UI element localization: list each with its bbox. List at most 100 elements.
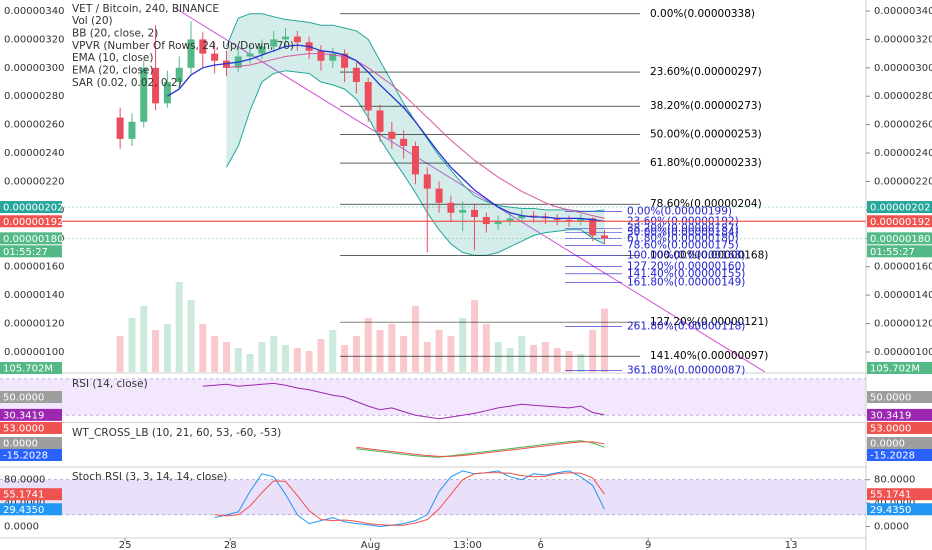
candle-body [211, 53, 219, 61]
volume-bar [199, 324, 207, 372]
price-badge [0, 201, 62, 214]
candle-body [152, 67, 160, 104]
candle-body [199, 39, 207, 54]
x-tick-label: 9 [645, 540, 651, 550]
candle-body [341, 53, 349, 68]
price-badge-label: 30.3419 [3, 410, 44, 421]
volume-bar [128, 318, 136, 372]
fib-label: 23.60%(0.00000297) [650, 66, 762, 78]
candle-body [494, 221, 502, 225]
right-axis-bg [866, 0, 932, 550]
countdown-label: 01:55:27 [3, 247, 48, 258]
volume-bar [553, 348, 561, 372]
legend-entry: VPVR (Number Of Rows, 24, Up/Down, 70) [72, 40, 294, 52]
price-badge [867, 503, 932, 516]
x-tick-label: 6 [537, 540, 543, 550]
volume-bar [305, 351, 313, 372]
y-tick-label: 0.00000120 [4, 319, 64, 330]
countdown-badge [0, 245, 62, 258]
price-badge-label: 0.00000202 [870, 203, 930, 214]
price-badge-label: 50.0000 [870, 393, 911, 404]
fib-label: 127.20%(0.00000121) [650, 316, 768, 328]
candle-body [282, 36, 290, 40]
y-tick-label: 0.00000140 [874, 290, 932, 301]
fib-label: 161.80%(0.00000149) [627, 276, 745, 288]
price-badge [0, 488, 62, 501]
fib-label: 61.80%(0.00000233) [650, 157, 762, 169]
volume-badge [867, 362, 932, 374]
pane-title: RSI (14, close) [72, 378, 148, 390]
price-badge [867, 215, 932, 228]
band-fill [0, 479, 866, 515]
volume-bar [234, 348, 242, 372]
y-tick-label: 0.00000240 [874, 148, 932, 159]
volume-bar [364, 318, 372, 372]
price-badge-label: 0.00000180 [3, 234, 63, 245]
candle-body [329, 53, 337, 61]
volume-badge-label: 105.702M [870, 364, 920, 375]
fib-label: 38.20%(0.00000273) [650, 100, 762, 112]
volume-bar [565, 351, 573, 372]
fib-label: 127.20%(0.00000160) [627, 261, 745, 273]
volume-bar [518, 336, 526, 372]
fib-label: 361.80%(0.00000087) [627, 364, 745, 376]
price-badge-label: 55.1741 [3, 490, 44, 501]
volume-bar [494, 342, 502, 372]
legend-entry: EMA (10, close) [72, 52, 154, 64]
fib-label: 78.60%(0.00000175) [627, 239, 739, 251]
fib-label: 61.80%(0.00000180) [627, 232, 739, 244]
fib-label: 50.00%(0.00000253) [650, 129, 762, 141]
price-badge [0, 391, 62, 404]
volume-bar [600, 308, 608, 372]
y-tick-label: 0.00000340 [4, 6, 64, 17]
y-tick-label: 0.00000220 [4, 176, 64, 187]
price-badge-label: 29.4350 [3, 505, 44, 516]
volume-bar [187, 300, 195, 372]
legend-entry: EMA (20, close) [72, 65, 154, 77]
volume-bar [411, 306, 419, 372]
trend-line [174, 7, 766, 373]
price-badge [867, 391, 932, 404]
volume-bar [435, 330, 443, 372]
legend-entry: Vol (20) [72, 15, 113, 27]
price-badge-label: 50.0000 [3, 393, 44, 404]
candle-body [364, 82, 372, 111]
y-tick-label: 0.00000280 [4, 91, 64, 102]
candle-body [530, 215, 538, 217]
volume-bar [222, 342, 230, 372]
volume-bar [530, 345, 538, 372]
y-tick-label: 80.0000 [4, 475, 45, 486]
volume-bar [116, 336, 124, 372]
fib-label: 141.40%(0.00000097) [650, 350, 768, 362]
y-tick-label: 0.00000280 [874, 91, 932, 102]
price-badge [867, 408, 932, 421]
volume-bar [589, 330, 597, 372]
fib-label: 261.80%(0.00000118) [627, 320, 745, 332]
candle-body [600, 235, 608, 239]
price-badge-label: 55.1741 [870, 490, 911, 501]
y-tick-label: 0.00000100 [4, 347, 64, 358]
volume-bar [246, 354, 254, 372]
fib-label: 38.20%(0.00000187) [627, 222, 739, 234]
pane-title: Stoch RSI (3, 3, 14, 14, close) [72, 471, 227, 483]
volume-bar [211, 336, 219, 372]
chart-title: VET / Bitcoin, 240, BINANCE [72, 3, 219, 15]
price-badge [867, 437, 932, 450]
price-badge-label: 53.0000 [3, 423, 44, 434]
candle-body [565, 219, 573, 222]
candle-body [459, 209, 467, 213]
x-tick-label: 28 [224, 540, 237, 550]
y-tick-label: 0.00000160 [4, 262, 64, 273]
volume-bar [163, 324, 171, 372]
volume-bar [506, 348, 514, 372]
volume-bar [471, 300, 479, 372]
candle-body [222, 60, 230, 68]
candle-body [116, 117, 124, 139]
bb-lower [226, 70, 605, 256]
candle-body [175, 67, 183, 83]
x-tick-label: Aug [361, 540, 381, 550]
candle-body [411, 145, 419, 175]
candle-body [352, 67, 360, 83]
